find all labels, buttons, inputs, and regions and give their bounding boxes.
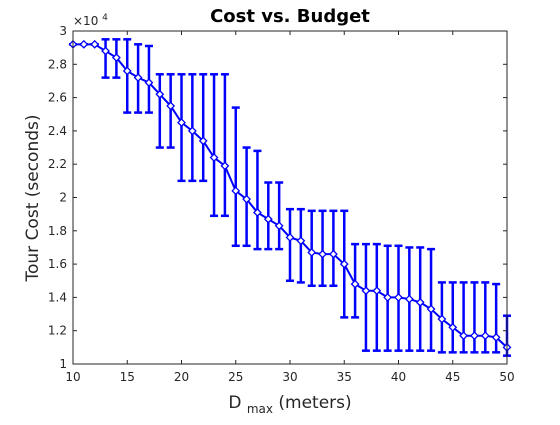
x-axis-label-subscript: max (247, 402, 273, 416)
data-point-marker (79, 39, 89, 49)
data-point-marker (296, 236, 306, 246)
y-tick-label: 1 (59, 357, 67, 371)
y-exponent-label: ×10 4 (73, 13, 108, 28)
data-point-marker (318, 249, 327, 259)
error-bar (166, 73, 175, 149)
error-bar (372, 242, 381, 352)
error-bar (286, 207, 294, 282)
y-tick-label: 2.8 (48, 57, 67, 71)
data-point-marker (339, 259, 349, 269)
data-point-marker (372, 286, 382, 296)
x-tick-label: 50 (499, 370, 514, 384)
y-axis-label: Tour Cost (seconds) (23, 114, 43, 282)
data-point-marker (437, 314, 447, 324)
data-point-marker (307, 248, 317, 257)
y-tick-label: 1.2 (48, 324, 67, 338)
error-bar (199, 73, 208, 183)
error-bar (329, 209, 338, 287)
x-axis-label-main: D (228, 393, 241, 413)
y-tick-label: 1.4 (48, 290, 67, 304)
data-point-marker (350, 279, 360, 289)
data-point-marker (328, 249, 338, 259)
y-axis-ticks: 1 1.2 1.4 1.6 1.8 2 2.2 2.4 2.6 2.8 3 (48, 24, 507, 371)
error-bar (123, 38, 132, 114)
data-point-marker (144, 78, 154, 88)
y-tick-label: 1.8 (48, 224, 67, 238)
data-point-marker (242, 194, 252, 204)
y-tick-label: 2 (59, 191, 67, 205)
x-axis-label: D max (meters) (228, 393, 351, 418)
error-bar (296, 207, 305, 284)
data-point-marker (491, 332, 501, 342)
error-bar (361, 242, 370, 352)
data-point-marker (285, 233, 295, 242)
error-bar (177, 73, 186, 183)
x-axis-label-suffix: (meters) (278, 393, 351, 413)
chart-title: Cost vs. Budget (210, 6, 370, 27)
x-tick-label: 40 (391, 370, 406, 384)
data-point-marker (263, 214, 273, 224)
error-bar (470, 281, 479, 354)
y-tick-label: 2.2 (48, 157, 67, 171)
data-point-marker (231, 186, 241, 196)
error-bar (275, 181, 284, 251)
data-point-marker (480, 331, 490, 341)
data-point-marker (90, 39, 100, 49)
error-bar (481, 281, 490, 354)
error-bar (220, 73, 229, 218)
data-point-marker (187, 126, 197, 136)
error-bar (231, 106, 240, 248)
y-tick-label: 3 (59, 24, 67, 38)
data-point-marker (177, 118, 186, 127)
error-bar (427, 247, 436, 352)
data-point-marker (111, 53, 121, 63)
data-point-marker (155, 89, 165, 99)
data-point-marker (198, 136, 208, 146)
y-tick-label: 2.4 (48, 124, 67, 138)
series-layer (68, 38, 512, 357)
data-point-marker (426, 304, 436, 314)
data-point-marker (383, 292, 393, 302)
y-tick-label: 2.6 (48, 91, 67, 105)
data-point-marker (448, 322, 458, 332)
data-point-marker (209, 153, 219, 162)
y-exponent-base: ×10 (73, 14, 98, 28)
data-point-marker (404, 294, 414, 304)
x-tick-label: 30 (282, 370, 297, 384)
data-point-marker (101, 46, 110, 56)
y-exponent-power: 4 (102, 13, 108, 23)
x-tick-label: 15 (120, 370, 135, 384)
data-point-marker (166, 101, 176, 111)
x-axis-ticks: 10 15 20 25 30 35 40 45 50 (65, 31, 515, 384)
data-point-marker (361, 286, 371, 296)
error-bar (318, 209, 327, 287)
x-tick-label: 25 (228, 370, 243, 384)
error-bar (155, 73, 164, 149)
error-bar (459, 281, 468, 354)
error-bar (101, 38, 110, 79)
x-tick-label: 45 (445, 370, 460, 384)
data-point-marker (394, 292, 403, 302)
data-point-marker (415, 297, 425, 307)
data-point-marker (459, 331, 469, 341)
x-tick-label: 10 (65, 370, 80, 384)
y-tick-label: 1.6 (48, 257, 67, 271)
error-bar (210, 73, 219, 218)
x-tick-label: 20 (174, 370, 189, 384)
error-bar (253, 149, 262, 251)
data-point-marker (220, 161, 230, 171)
data-point-marker (274, 221, 284, 231)
data-point-marker (470, 331, 479, 341)
data-point-marker (133, 73, 143, 83)
error-bar (448, 281, 457, 354)
x-tick-label: 35 (337, 370, 352, 384)
data-point-marker (253, 208, 262, 217)
data-point-marker (122, 66, 132, 76)
